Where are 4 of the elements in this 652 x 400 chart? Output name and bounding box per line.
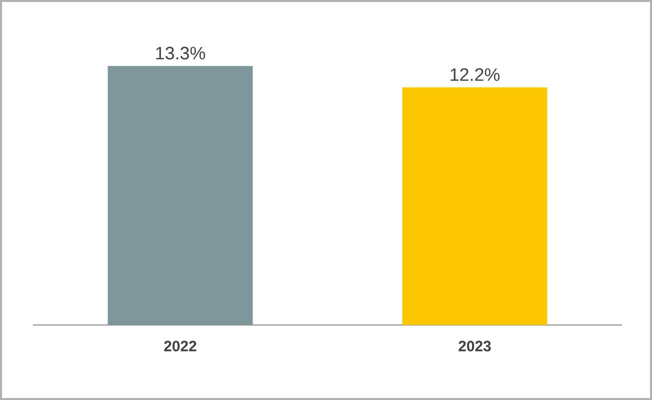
data-label: 12.2% <box>450 68 500 81</box>
data-label: 13.3% <box>156 46 206 60</box>
x-tick-label: 2023 <box>458 340 491 352</box>
x-tick-label: 2022 <box>164 340 196 352</box>
